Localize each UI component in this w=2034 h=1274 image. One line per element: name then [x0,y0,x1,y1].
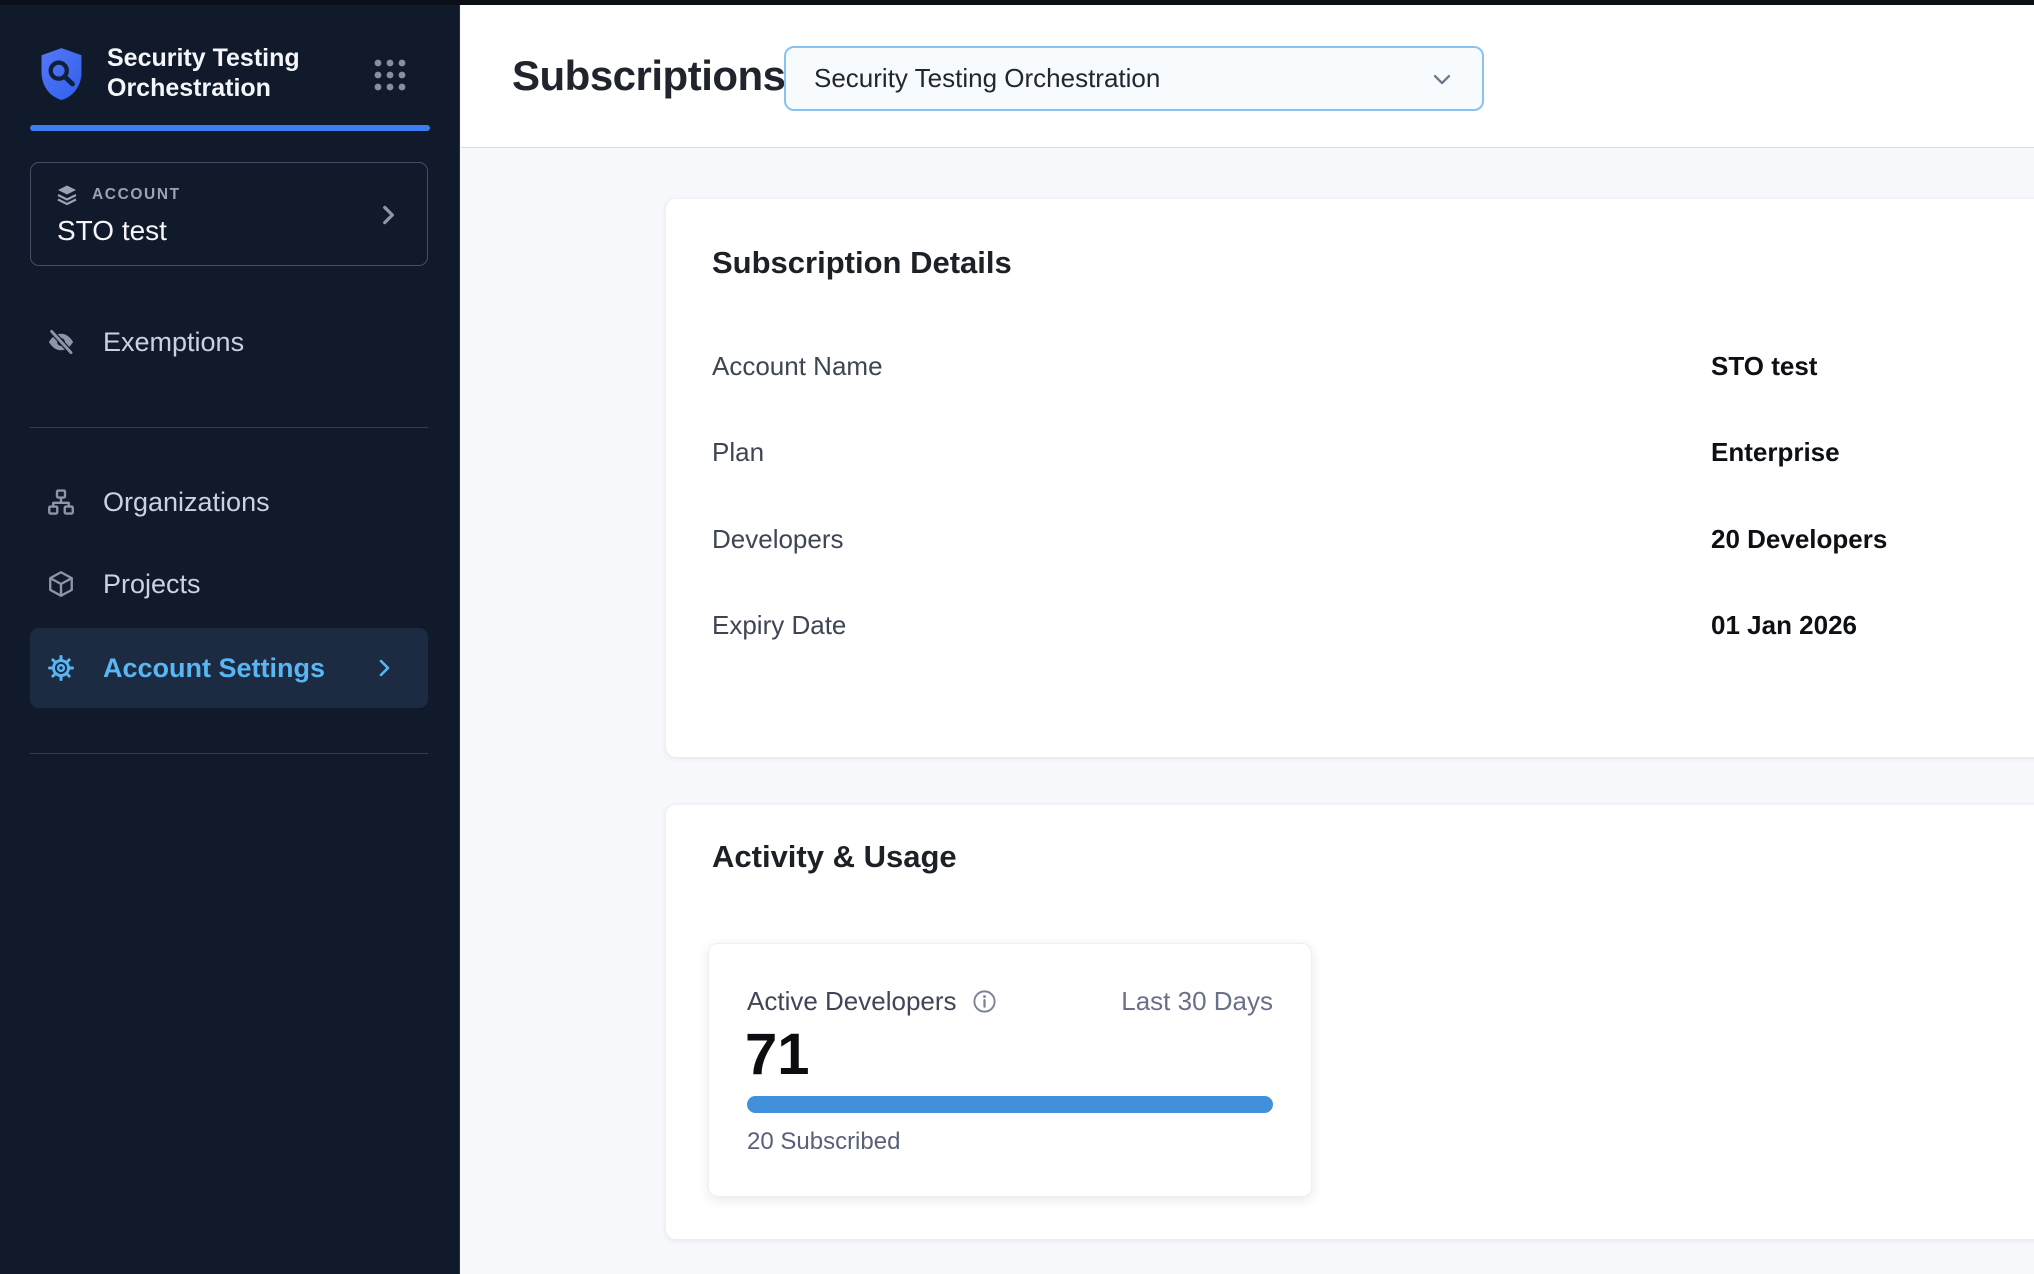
subscribed-count: 20 Subscribed [747,1128,901,1155]
metric-period: Last 30 Days [1121,986,1273,1016]
sidebar-item-exemptions[interactable]: Exemptions [30,312,428,372]
detail-row-expiry-date: Expiry Date 01 Jan 2026 [712,610,2004,644]
module-selector-dropdown[interactable]: Security Testing Orchestration [784,46,1484,111]
eye-off-icon [48,329,74,355]
sidebar: Security Testing Orchestration ACCOUNT S… [0,0,460,1274]
org-chart-icon [48,489,74,515]
detail-value: STO test [1711,351,1818,381]
info-icon[interactable] [971,988,998,1015]
sidebar-item-label: Projects [103,568,201,599]
active-developers-progress-fill [747,1096,1273,1113]
account-label: ACCOUNT [92,186,181,203]
activity-usage-title: Activity & Usage [712,839,957,874]
sidebar-divider [30,427,428,428]
chevron-down-icon [1433,74,1451,84]
detail-row-account-name: Account Name STO test [712,351,2004,385]
account-name: STO test [57,215,167,246]
detail-label: Account Name [712,351,883,381]
sidebar-item-projects[interactable]: Projects [30,554,428,614]
active-developers-count: 71 [745,1022,810,1087]
metric-header: Active Developers Last 30 Days [747,986,1273,1017]
sidebar-item-label: Organizations [103,486,270,517]
product-title: Security Testing Orchestration [107,44,300,102]
detail-row-plan: Plan Enterprise [712,437,2004,471]
brand-underline [30,125,430,131]
detail-value: Enterprise [1711,437,1840,467]
main-content: Subscription Details Account Name STO te… [461,148,2034,1274]
account-selector[interactable]: ACCOUNT STO test [30,162,428,266]
module-switcher-icon[interactable] [372,57,408,93]
detail-value: 01 Jan 2026 [1711,610,1858,640]
detail-label: Plan [712,437,765,467]
sto-logo-icon[interactable] [38,46,85,102]
subscription-details-card: Subscription Details Account Name STO te… [666,199,2034,757]
chevron-right-icon [383,205,394,225]
layers-icon [57,185,77,206]
detail-label: Developers [712,524,844,554]
gear-icon [47,654,75,682]
active-developers-card: Active Developers Last 30 Days 71 20 Sub… [708,943,1312,1197]
chevron-right-icon [379,659,390,677]
detail-value: 20 Developers [1711,524,1888,554]
sidebar-item-account-settings[interactable]: Account Settings [30,628,428,708]
page-title: Subscriptions [512,52,786,99]
sidebar-item-organizations[interactable]: Organizations [30,472,428,532]
activity-usage-card: Activity & Usage Active Developers Last … [666,805,2034,1239]
cube-icon [49,571,73,597]
sidebar-divider [30,753,428,754]
page-header: Subscriptions Security Testing Orchestra… [461,0,2034,148]
subscription-details-title: Subscription Details [712,245,1012,280]
detail-row-developers: Developers 20 Developers [712,524,2004,558]
detail-label: Expiry Date [712,610,847,640]
metric-label: Active Developers [747,986,957,1016]
module-selector-value: Security Testing Orchestration [814,63,1161,93]
top-edge-strip [0,0,2034,5]
sidebar-item-label: Account Settings [103,652,326,683]
active-developers-progress-track [747,1096,1273,1113]
sidebar-item-label: Exemptions [103,326,245,357]
